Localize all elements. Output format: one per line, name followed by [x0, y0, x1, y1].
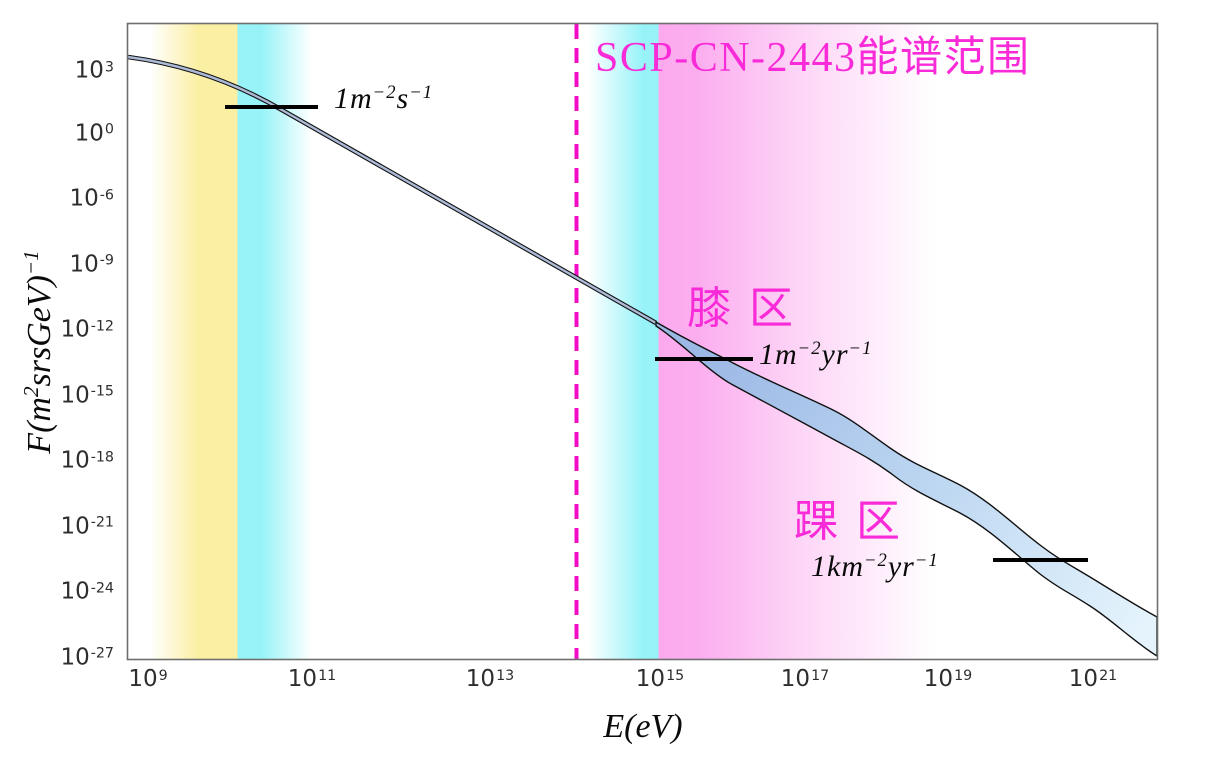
x-tick-exp: 9	[158, 667, 168, 684]
y-tick-1e-27: 10-27	[0, 646, 114, 669]
y-tick-exp: -9	[99, 252, 114, 269]
x-tick-base: 10	[923, 666, 954, 692]
x-tick-base: 10	[1068, 666, 1099, 692]
y-tick-base: 10	[60, 513, 90, 539]
y-tick-exp: -21	[90, 514, 114, 531]
y-tick-1e-18: 10-18	[0, 447, 114, 474]
knee-region-label: 膝区	[687, 284, 811, 333]
y-tick-base: 10	[74, 57, 104, 84]
x-tick-base: 10	[780, 666, 811, 692]
band-cyan-low-region	[237, 24, 312, 659]
y-tick-1e-9: 10-9	[0, 251, 115, 277]
annotation-flux-1-per-m2yr: 1m−2yr−1	[759, 337, 873, 371]
y-tick-exp: 3	[104, 59, 114, 76]
x-axis-label: E(eV)	[603, 708, 683, 745]
y-tick-base: 10	[69, 251, 99, 277]
y-tick-1e-24: 10-24	[0, 578, 114, 605]
y-tick-exp: -18	[90, 449, 114, 466]
x-tick-1e15: 1015	[636, 668, 684, 691]
y-tick-exp: -12	[90, 318, 114, 335]
x-tick-exp: 13	[496, 667, 515, 684]
x-tick-1e13: 1013	[466, 668, 514, 691]
y-tick-exp: -24	[90, 580, 114, 597]
y-tick-1e-6: 10-6	[0, 185, 115, 212]
band-yellow-region	[150, 24, 238, 659]
x-tick-base: 10	[128, 666, 158, 692]
annotation-exp: −2	[863, 549, 888, 571]
y-tick-base: 10	[60, 316, 90, 343]
y-tick-base: 10	[60, 578, 90, 605]
y-tick-base: 10	[74, 120, 104, 146]
x-tick-base: 10	[635, 666, 666, 692]
x-tick-1e17: 1017	[781, 668, 829, 691]
annotation-part: 1m	[759, 338, 798, 371]
chart-title: SCP-CN-2443能谱范围	[595, 35, 1031, 81]
annotation-part: 1km	[811, 550, 864, 583]
y-tick-exp: -15	[90, 383, 114, 400]
band-cyan-high-region	[588, 24, 659, 659]
y-tick-exp: 0	[104, 121, 114, 138]
x-tick-1e19: 1019	[924, 668, 972, 691]
annotation-flux-1-per-km2yr: 1km−2yr−1	[811, 549, 939, 583]
annotation-part: 1m	[334, 82, 373, 115]
y-axis-label-exp: −1	[19, 250, 44, 276]
x-tick-1e11: 1011	[288, 668, 336, 691]
y-tick-base: 10	[60, 644, 90, 670]
x-tick-base: 10	[465, 666, 496, 692]
y-tick-base: 10	[69, 185, 99, 212]
annotation-exp: −2	[372, 81, 397, 103]
y-tick-exp: -6	[99, 187, 114, 204]
y-tick-1e-15: 10-15	[0, 384, 114, 407]
y-tick-exp: -27	[90, 645, 114, 662]
y-tick-base: 10	[60, 382, 90, 408]
x-tick-exp: 21	[1099, 667, 1118, 684]
annotation-flux-1-per-m2s: 1m−2s−1	[334, 81, 434, 115]
y-tick-1e0: 100	[0, 122, 114, 145]
x-tick-exp: 11	[318, 667, 337, 684]
band-magenta-region	[658, 24, 935, 659]
annotation-part: yr	[887, 550, 915, 583]
x-tick-exp: 17	[811, 667, 830, 684]
x-tick-exp: 15	[666, 667, 685, 684]
annotation-part: s	[396, 82, 410, 115]
ankle-region-label: 踝区	[794, 497, 918, 546]
x-tick-exp: 19	[954, 667, 973, 684]
y-tick-1e-21: 10-21	[0, 515, 114, 538]
y-axis-label-part: F(m	[21, 397, 58, 454]
annotation-exp: −2	[797, 337, 822, 359]
annotation-exp: −1	[848, 337, 873, 359]
y-tick-1e3: 103	[0, 57, 114, 84]
annotation-exp: −1	[914, 549, 939, 571]
y-tick-1e-12: 10-12	[0, 316, 114, 343]
energy-bands	[150, 24, 935, 659]
annotation-part: yr	[821, 338, 849, 371]
x-tick-1e9: 109	[128, 668, 167, 691]
y-tick-base: 10	[60, 447, 90, 474]
y-axis-label-exp: 2	[19, 386, 44, 398]
plot-border	[126, 22, 1159, 661]
x-tick-base: 10	[287, 666, 318, 692]
annotation-exp: −1	[409, 81, 434, 103]
y-axis-label-part: srsGeV)	[21, 275, 58, 387]
y-axis-label: F(m2srsGeV)−1	[19, 250, 58, 454]
x-tick-1e21: 1021	[1069, 668, 1117, 691]
